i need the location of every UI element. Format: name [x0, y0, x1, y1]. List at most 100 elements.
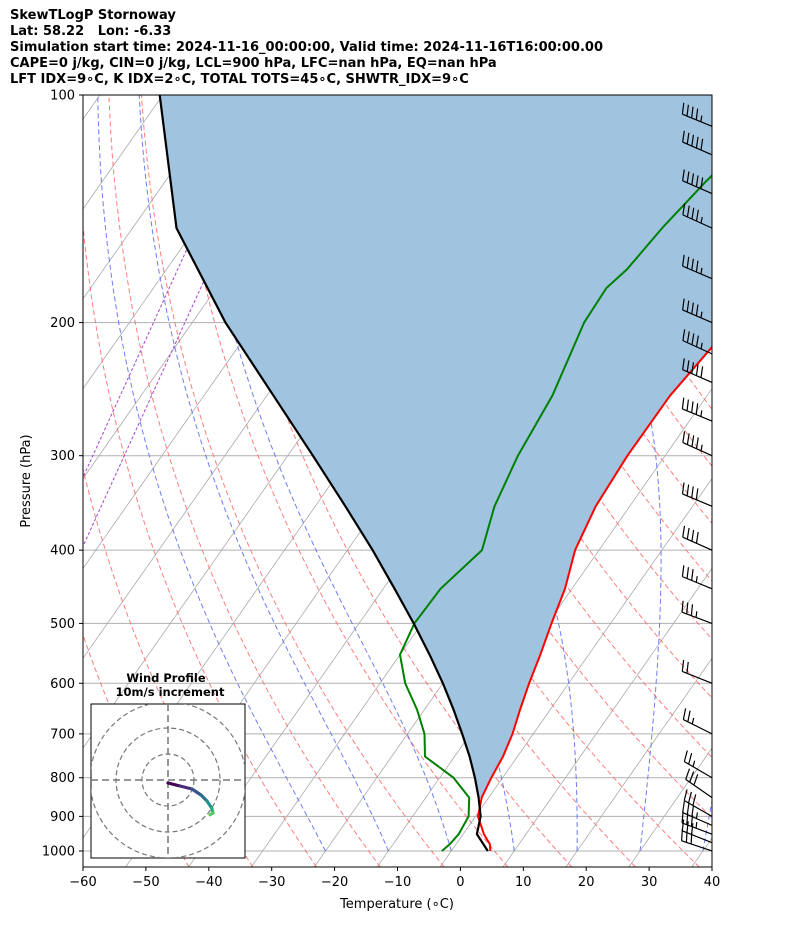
y-tick-label: 500: [50, 617, 75, 632]
x-tick-label: 30: [641, 875, 658, 890]
barb-staff: [682, 309, 713, 324]
barb-staff: [683, 719, 713, 735]
barb-staff: [682, 576, 713, 590]
barb-half-flag: [695, 576, 698, 583]
profile-lines: [158, 95, 712, 852]
x-tick-label: −30: [258, 875, 285, 890]
barb-staff: [682, 812, 713, 826]
barb-flag: [686, 803, 690, 815]
barb-flag: [686, 399, 689, 411]
barb-flag: [695, 108, 699, 120]
barb-flag: [695, 175, 699, 187]
barb-flag: [687, 710, 691, 722]
barb-flag: [695, 364, 699, 376]
barb-flag: [691, 805, 695, 817]
y-tick-label: 300: [50, 449, 75, 464]
title-block: SkewTLogP Stornoway Lat: 58.22 Lon: -6.3…: [10, 8, 603, 88]
barb-staff: [682, 214, 713, 229]
barb-flag: [683, 789, 688, 801]
barb-flag: [691, 435, 695, 447]
barb-half-flag: [700, 410, 703, 417]
moist-adiabat-line: [766, 95, 794, 851]
barb-flag: [687, 791, 692, 804]
x-tick-label: 20: [578, 875, 595, 890]
isotherm-line: [83, 95, 352, 480]
hodograph-inset: Wind Profile 10m/s increment: [90, 671, 246, 859]
barb-flag: [686, 433, 690, 445]
barb-staff: [682, 670, 713, 684]
barb-half-flag: [692, 760, 696, 767]
hodograph-segment: [208, 811, 215, 817]
barb-half-flag: [700, 342, 703, 350]
barb-flag: [691, 258, 694, 271]
wind-barb: [683, 750, 713, 779]
isotherm-line: [83, 95, 415, 570]
barb-half-flag: [700, 216, 703, 224]
moist-adiabat-line: [702, 798, 712, 852]
barb-flag: [681, 600, 684, 613]
barb-flag: [691, 207, 695, 220]
wind-barb: [681, 397, 713, 422]
barb-flag: [682, 130, 685, 143]
barb-staff: [682, 369, 713, 383]
barb-flag: [691, 401, 694, 413]
barb-flag: [682, 169, 685, 181]
axes: −60 −50 −40 −30 −20 −10 0 10 20 30 40 100 200 300 400 5…: [42, 89, 720, 891]
barb-flag: [681, 397, 685, 410]
y-tick-label: 800: [50, 771, 75, 786]
simulation-time-line: Simulation start time: 2024-11-16_00:00:…: [10, 40, 603, 55]
wind-barb: [681, 102, 713, 127]
barb-staff: [682, 265, 713, 280]
barb-flag: [688, 752, 693, 765]
isotherm-line: [565, 657, 712, 867]
barb-half-flag: [700, 115, 703, 122]
barb-flag: [691, 302, 694, 314]
y-tick-label: 900: [50, 810, 75, 825]
barb-staff: [681, 840, 713, 852]
dry-adiabat-line: [108, 95, 381, 867]
barb-flag: [700, 138, 704, 151]
barb-flag: [685, 768, 691, 780]
barb-staff: [682, 442, 713, 457]
barb-flag: [700, 366, 704, 378]
wind-barb: [681, 819, 713, 844]
barb-flag: [682, 431, 686, 443]
wind-barb: [682, 525, 713, 551]
barb-flag: [700, 177, 704, 189]
barb-staff: [682, 830, 713, 844]
x-tick-label: 0: [456, 875, 464, 890]
x-tick-label: −60: [69, 875, 96, 890]
wind-barb: [682, 203, 713, 229]
barb-flag: [695, 403, 699, 415]
barb-flag: [691, 106, 694, 119]
barb-flag: [682, 358, 685, 370]
barb-flag: [681, 811, 684, 823]
barb-flag: [690, 823, 694, 835]
barb-flag: [689, 771, 695, 783]
inset-subtitle: 10m/s increment: [116, 685, 225, 699]
parcel-line: [158, 95, 489, 852]
x-axis-label: Temperature (∘C): [339, 897, 454, 912]
wind-barb: [682, 358, 713, 383]
wind-barb: [682, 169, 713, 195]
location-line: Lat: 58.22 Lon: -6.33: [10, 24, 172, 39]
wind-barb: [681, 565, 713, 590]
barb-half-flag: [700, 267, 703, 275]
wind-barbs: [681, 102, 713, 852]
barb-flag: [686, 205, 690, 218]
barb-flag: [686, 132, 690, 145]
barb-staff: [681, 822, 713, 835]
dry-adiabat-line: [728, 95, 794, 867]
wind-barb: [681, 482, 713, 507]
barb-flag: [686, 256, 690, 269]
barb-flag: [681, 819, 685, 831]
barb-flag: [686, 661, 689, 674]
wind-barb: [683, 789, 713, 817]
barb-flag: [686, 602, 689, 614]
barb-staff: [682, 408, 713, 422]
wind-barb: [681, 298, 713, 324]
wind-barb: [682, 329, 713, 355]
x-tick-label: −20: [321, 875, 348, 890]
barb-flag: [683, 750, 688, 762]
wind-barb: [681, 659, 713, 684]
